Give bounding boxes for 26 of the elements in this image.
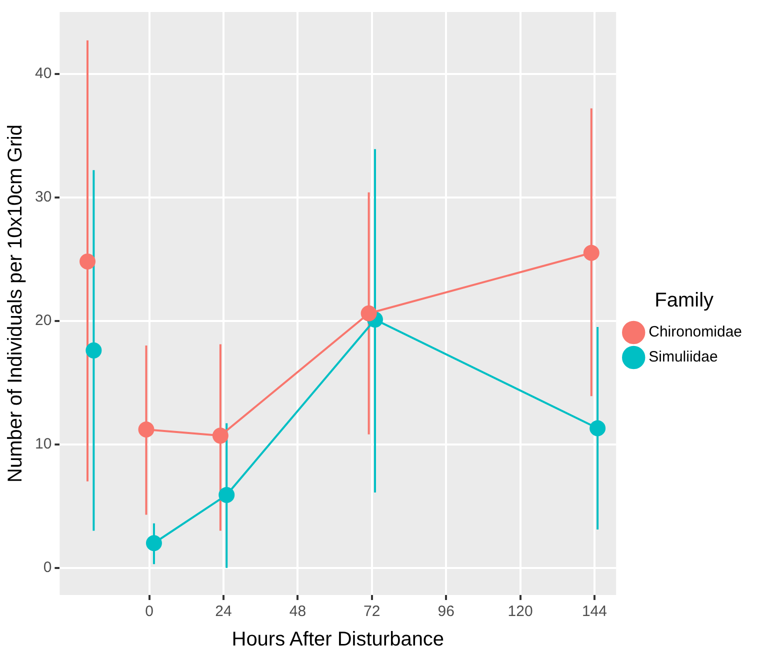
point — [86, 342, 102, 358]
y-tick-label: 0 — [43, 558, 52, 576]
x-axis-title: Hours After Disturbance — [232, 628, 444, 651]
point — [590, 420, 606, 436]
point — [583, 244, 600, 261]
x-tick-label: 24 — [215, 603, 232, 620]
y-tick-label: 30 — [34, 188, 52, 206]
point — [218, 486, 235, 503]
point — [212, 428, 228, 444]
x-tick-label: 0 — [145, 603, 154, 620]
point — [80, 254, 96, 270]
x-tick-label: 48 — [289, 603, 306, 620]
x-tick-label: 144 — [582, 603, 607, 620]
legend-label: Chironomidae — [648, 324, 742, 341]
x-tick-label: 120 — [508, 603, 533, 620]
y-tick-label: 10 — [34, 435, 52, 452]
point — [138, 421, 154, 438]
y-tick-label: 20 — [34, 312, 52, 329]
legend-label: Simuliidae — [648, 348, 718, 366]
point — [360, 305, 377, 322]
x-tick-label: 96 — [438, 603, 454, 620]
y-tick-label: 40 — [34, 64, 52, 82]
y-axis-title: Number of Individuals per 10x10cm Grid — [4, 124, 27, 482]
point — [146, 535, 162, 552]
x-tick-label: 72 — [364, 603, 380, 620]
legend-title: Family — [654, 290, 714, 312]
